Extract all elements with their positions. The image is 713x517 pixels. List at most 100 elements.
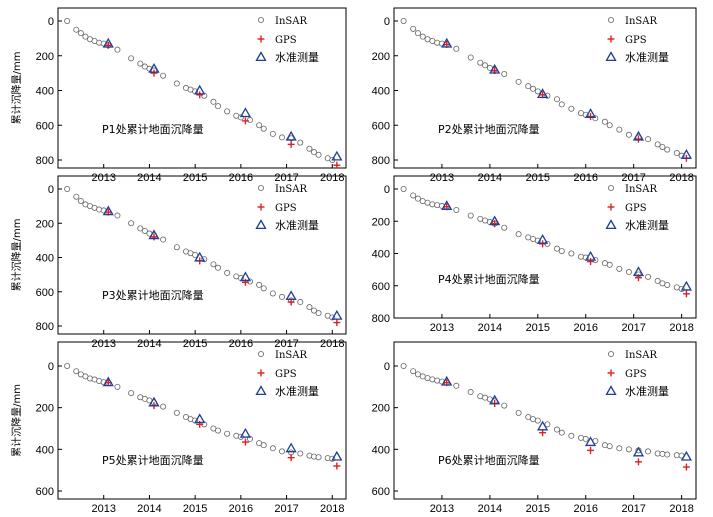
leveling-point bbox=[102, 205, 114, 216]
x-tick-label: 2017 bbox=[274, 503, 298, 515]
y-tick-label: 200 bbox=[36, 403, 54, 415]
insar-point bbox=[606, 261, 613, 268]
insar-point bbox=[553, 426, 560, 433]
x-tick-label: 2016 bbox=[229, 503, 253, 515]
insar-point bbox=[467, 212, 474, 219]
insar-point bbox=[645, 448, 652, 455]
insar-point bbox=[568, 105, 575, 112]
y-tick-label: 400 bbox=[36, 86, 54, 98]
leveling-point bbox=[285, 290, 297, 301]
insar-point bbox=[278, 134, 285, 141]
insar-point bbox=[673, 452, 680, 459]
leveling-point bbox=[239, 107, 252, 118]
x-tick-label: 2018 bbox=[320, 503, 344, 515]
leveling-point bbox=[285, 130, 297, 141]
leveling-point bbox=[680, 280, 693, 291]
insar-point bbox=[297, 139, 304, 146]
x-tick-label: 2015 bbox=[526, 172, 550, 184]
legend-leveling-label: 水准测量 bbox=[275, 51, 319, 64]
insar-point bbox=[434, 377, 441, 384]
insar-point bbox=[400, 17, 407, 24]
legend-insar-label: InSAR bbox=[625, 184, 657, 195]
x-tick-label: 2013 bbox=[430, 322, 454, 334]
insar-point bbox=[260, 125, 267, 132]
leveling-point bbox=[331, 309, 343, 320]
insar-point bbox=[625, 269, 632, 276]
leveling-point bbox=[489, 394, 501, 405]
leveling-point bbox=[331, 150, 343, 161]
panel-title: P1处累计地面沉降量 bbox=[102, 122, 204, 136]
insar-point bbox=[306, 304, 313, 311]
leveling-point bbox=[441, 375, 453, 386]
y-tick-label: 0 bbox=[384, 16, 390, 28]
leveling-point bbox=[632, 446, 645, 457]
panel-p2: 0 200 400 600 800 2013 2014 2015 2016 2017 2018 P2处… bbox=[372, 7, 697, 184]
insar-point bbox=[400, 362, 407, 369]
leveling-point bbox=[331, 450, 343, 461]
x-tick-label: 2016 bbox=[574, 322, 598, 334]
insar-point bbox=[654, 141, 661, 148]
insar-point bbox=[160, 403, 167, 410]
insar-point bbox=[424, 375, 431, 382]
x-tick-label: 2016 bbox=[229, 338, 253, 350]
insar-point bbox=[64, 185, 71, 192]
insar-point bbox=[577, 434, 584, 441]
gps-point bbox=[682, 290, 690, 298]
legend: InSAR GPS 水准测量 bbox=[255, 16, 319, 64]
y-tick-label: 600 bbox=[36, 486, 54, 498]
insar-point bbox=[114, 212, 121, 219]
insar-point bbox=[73, 26, 80, 33]
insar-point bbox=[306, 145, 313, 152]
gps-point bbox=[241, 438, 249, 446]
y-tick-label: 0 bbox=[48, 361, 54, 373]
insar-point bbox=[553, 245, 560, 252]
insar-point bbox=[77, 197, 84, 204]
legend-gps-label: GPS bbox=[275, 35, 297, 46]
insar-point bbox=[256, 122, 263, 129]
insar-point bbox=[214, 427, 221, 434]
insar-point bbox=[645, 273, 652, 280]
x-tick-label: 2015 bbox=[526, 322, 550, 334]
insar-point bbox=[297, 299, 304, 306]
y-tick-label: 400 bbox=[372, 444, 390, 456]
x-tick-label: 2017 bbox=[274, 338, 298, 350]
insar-point bbox=[515, 409, 522, 416]
y-tick-label: 400 bbox=[372, 249, 390, 261]
legend-insar-label: InSAR bbox=[275, 184, 307, 195]
leveling-point bbox=[148, 62, 160, 73]
gps-point bbox=[287, 140, 295, 148]
leveling-point bbox=[239, 271, 252, 282]
gps-point bbox=[491, 220, 499, 228]
legend-leveling-marker bbox=[255, 385, 267, 396]
insar-point bbox=[659, 143, 666, 150]
gps-point bbox=[587, 258, 595, 266]
x-tick-label: 2014 bbox=[478, 503, 502, 515]
insar-point bbox=[214, 103, 221, 110]
insar-point bbox=[568, 250, 575, 257]
leveling-point bbox=[536, 88, 549, 98]
legend-leveling-marker bbox=[605, 51, 617, 62]
insar-point bbox=[625, 446, 632, 453]
insar-point bbox=[173, 80, 180, 87]
insar-point bbox=[114, 46, 121, 53]
legend-gps-label: GPS bbox=[625, 369, 647, 380]
x-tick-label: 2014 bbox=[478, 172, 502, 184]
insar-point bbox=[606, 443, 613, 450]
insar-point bbox=[601, 118, 608, 125]
leveling-point bbox=[194, 84, 206, 95]
leveling-point bbox=[194, 251, 206, 262]
insar-point bbox=[160, 236, 167, 243]
insar-point bbox=[654, 277, 661, 284]
x-tick-label: 2014 bbox=[137, 338, 161, 350]
leveling-point bbox=[536, 420, 549, 431]
x-tick-label: 2014 bbox=[137, 172, 161, 184]
leveling-point bbox=[102, 37, 114, 48]
legend-leveling-label: 水准测量 bbox=[625, 385, 669, 398]
insar-point bbox=[625, 131, 632, 138]
insar-point bbox=[310, 149, 317, 156]
legend-insar-label: InSAR bbox=[275, 16, 307, 27]
panel-p3: 0 200 400 600 800 2013 2014 2015 2016 2017 2018 P3处… bbox=[10, 175, 347, 350]
insar-point bbox=[568, 432, 575, 439]
insar-point bbox=[434, 202, 441, 209]
